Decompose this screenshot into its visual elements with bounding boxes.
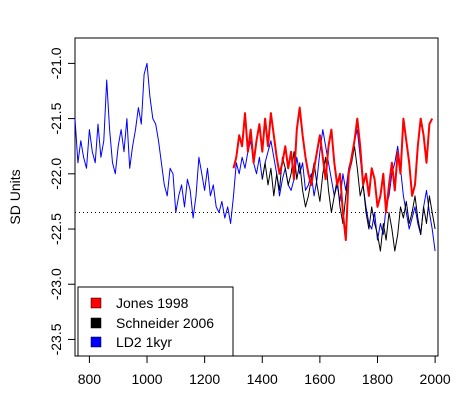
x-tick-label-1400: 1400	[247, 371, 278, 387]
x-tick-label-800: 800	[78, 371, 102, 387]
y-tick-label-1: -21.5	[48, 102, 64, 134]
legend-swatch-ld2	[90, 336, 102, 348]
legend: Jones 1998 Schneider 2006 LD2 1kyr	[77, 286, 234, 357]
legend-label-jones: Jones 1998	[116, 295, 189, 311]
legend-label-schneider: Schneider 2006	[116, 315, 214, 331]
y-tick-label-3: -22.5	[48, 213, 64, 245]
legend-swatch-jones	[90, 297, 102, 309]
legend-label-ld2: LD2 1kyr	[116, 334, 172, 350]
y-tick-label-4: -23.0	[48, 268, 64, 300]
y-tick-label-5: -23.5	[48, 323, 64, 355]
plot-frame	[74, 37, 439, 357]
legend-box	[77, 286, 234, 357]
series-line-ld2-1kyr	[74, 62, 436, 252]
y-axis: -21.0 -21.5 -22.0 -22.5 -23.0 -23.5	[48, 47, 75, 355]
x-axis: 800 1000 1200 1400 1600 1800 2000	[78, 356, 451, 387]
x-tick-label-1600: 1600	[304, 371, 335, 387]
x-tick-label-1000: 1000	[131, 371, 162, 387]
series-line-jones-1998	[232, 106, 434, 242]
y-tick-label-2: -22.0	[48, 158, 64, 190]
y-axis-label: SD Units	[7, 169, 23, 224]
series-layer	[74, 62, 436, 252]
x-tick-label-2000: 2000	[420, 371, 451, 387]
x-tick-label-1800: 1800	[362, 371, 393, 387]
x-tick-label-1200: 1200	[189, 371, 220, 387]
legend-swatch-schneider	[90, 317, 102, 329]
y-tick-label-0: -21.0	[48, 47, 64, 79]
